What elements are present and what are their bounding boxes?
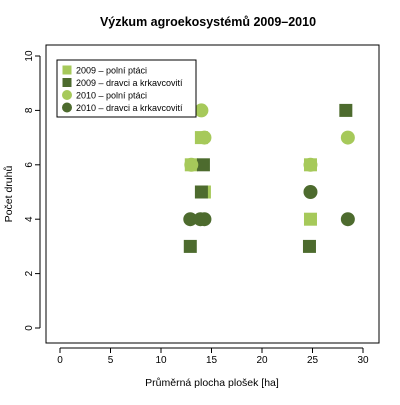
data-point-square: [302, 239, 316, 253]
data-point-square: [194, 185, 208, 199]
legend-swatch: [62, 102, 72, 113]
legend-entry-label: 2009 – polní ptáci: [76, 66, 147, 76]
legend-swatch: [62, 90, 72, 100]
plot-frame: [45, 44, 380, 344]
x-tick-label: 20: [256, 355, 268, 366]
data-point-square: [339, 103, 353, 117]
data-points: [183, 103, 355, 253]
x-axis: 0 5 10 15 20 25 30: [57, 347, 369, 366]
data-point-circle: [340, 212, 355, 227]
y-tick-label: 10: [24, 50, 35, 62]
data-point-square: [196, 158, 210, 172]
data-point-circle: [183, 212, 198, 227]
x-axis-label: Průměrná plocha plošek [ha]: [145, 377, 279, 389]
data-point-circle: [184, 157, 199, 172]
data-point-square: [303, 212, 317, 226]
data-point-circle: [197, 130, 212, 145]
y-tick-label: 0: [24, 325, 35, 331]
x-tick-label: 5: [108, 355, 114, 366]
data-point-circle: [303, 185, 318, 199]
y-tick-label: 4: [24, 216, 35, 222]
y-tick-label: 8: [24, 107, 35, 113]
legend-swatch: [62, 65, 72, 75]
data-point-circle: [197, 212, 212, 227]
x-tick-label: 25: [307, 355, 319, 366]
y-axis-label: Počet druhů: [3, 166, 15, 223]
y-axis: 0 2 4 6 8 10: [24, 50, 41, 331]
chart-title: Výzkum agroekosystémů 2009–2010: [100, 15, 316, 29]
series-4: [183, 185, 355, 227]
legend-entry-label: 2009 – dravci a krkavcovití: [76, 78, 183, 88]
data-point-circle: [340, 130, 355, 145]
y-tick-label: 6: [24, 162, 35, 168]
data-point-circle: [194, 103, 209, 118]
data-point-circle: [303, 157, 318, 172]
x-tick-label: 15: [206, 355, 218, 366]
y-tick-label: 2: [24, 270, 35, 276]
series-2: [183, 103, 353, 253]
x-tick-label: 0: [57, 355, 63, 366]
legend: 2009 – polní ptáci 2009 – dravci a krkavc…: [56, 59, 197, 118]
x-tick-label: 10: [155, 355, 167, 366]
data-point-square: [183, 239, 197, 253]
legend-entry-label: 2010 – polní ptáci: [76, 91, 147, 101]
legend-entry-label: 2010 – dravci a krkavcovití: [76, 103, 183, 113]
series-3: [184, 103, 355, 172]
legend-swatch: [62, 78, 72, 87]
x-tick-label: 30: [357, 355, 369, 366]
legend-box: [56, 59, 197, 118]
